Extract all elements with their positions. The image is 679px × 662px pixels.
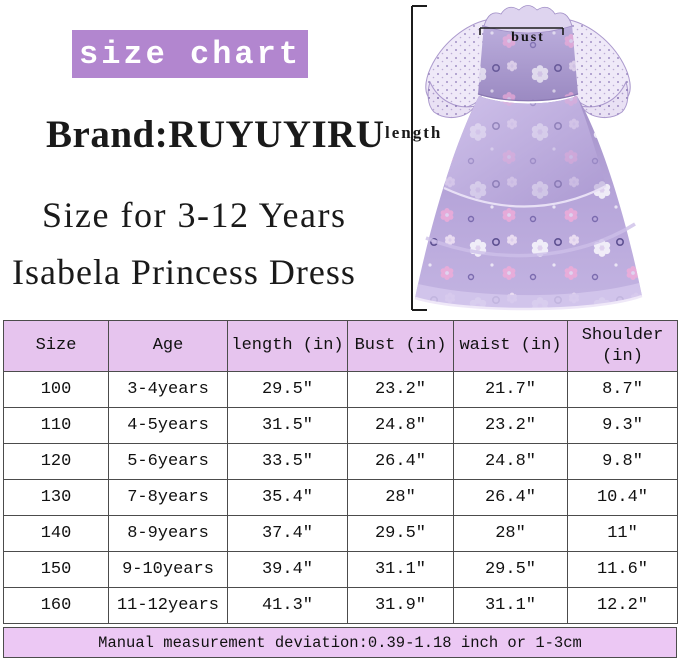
table-cell: 31.5″	[227, 407, 348, 444]
table-cell: 3-4years	[108, 371, 228, 408]
length-measure-line	[411, 5, 427, 311]
column-header: Size	[3, 320, 109, 372]
table-cell: 8.7″	[567, 371, 678, 408]
table-cell: 28″	[453, 515, 568, 552]
size-table: Size Age length (in) Bust (in) waist (in) Sho…	[3, 320, 678, 624]
table-cell: 26.4″	[453, 479, 568, 516]
length-measure-label: length	[385, 123, 443, 142]
table-cell: 24.8″	[453, 443, 568, 480]
table-cell: 35.4″	[227, 479, 348, 516]
table-row: 120 5-6years 33.5″ 26.4″ 24.8″ 9.8″	[3, 443, 678, 480]
table-cell: 110	[3, 407, 109, 444]
size-range-heading: Size for 3-12 Years	[42, 195, 347, 235]
table-cell: 9-10years	[108, 551, 228, 588]
table-cell: 9.3″	[567, 407, 678, 444]
dress-illustration	[411, 5, 643, 311]
table-cell: 21.7″	[453, 371, 568, 408]
bust-measure-line	[479, 27, 564, 35]
table-cell: 12.2″	[567, 587, 678, 624]
measurement-deviation-text: Manual measurement deviation:0.39-1.18 i…	[98, 633, 582, 652]
table-cell: 7-8years	[108, 479, 228, 516]
table-cell: 29.5″	[453, 551, 568, 588]
table-cell: 11″	[567, 515, 678, 552]
measurement-deviation-note: Manual measurement deviation:0.39-1.18 i…	[3, 627, 677, 658]
table-row: 130 7-8years 35.4″ 28″ 26.4″ 10.4″	[3, 479, 678, 516]
table-cell: 28″	[347, 479, 454, 516]
table-cell: 33.5″	[227, 443, 348, 480]
table-cell: 120	[3, 443, 109, 480]
column-header: length (in)	[227, 320, 348, 372]
table-cell: 100	[3, 371, 109, 408]
table-cell: 8-9years	[108, 515, 228, 552]
size-chart-banner: size chart	[72, 30, 308, 78]
table-cell: 11-12years	[108, 587, 228, 624]
dress-collar	[483, 5, 573, 34]
column-header: Bust (in)	[347, 320, 454, 372]
header-row: Size Age length (in) Bust (in) waist (in) Sho…	[3, 320, 678, 372]
table-cell: 31.1″	[453, 587, 568, 624]
table-cell: 26.4″	[347, 443, 454, 480]
column-header: waist (in)	[453, 320, 568, 372]
table-cell: 23.2″	[347, 371, 454, 408]
table-cell: 29.5″	[227, 371, 348, 408]
dress-bodice	[477, 24, 579, 102]
table-row: 150 9-10years 39.4″ 31.1″ 29.5″ 11.6″	[3, 551, 678, 588]
brand-heading: Brand:RUYUYIRU	[46, 113, 385, 156]
column-header: Shoulder (in)	[567, 320, 678, 372]
table-cell: 5-6years	[108, 443, 228, 480]
table-row: 140 8-9years 37.4″ 29.5″ 28″ 11″	[3, 515, 678, 552]
table-cell: 9.8″	[567, 443, 678, 480]
table-row: 110 4-5years 31.5″ 24.8″ 23.2″ 9.3″	[3, 407, 678, 444]
bust-measure-label: bust	[511, 30, 545, 45]
dress-overskirt	[443, 96, 607, 208]
table-cell: 29.5″	[347, 515, 454, 552]
column-header: Age	[108, 320, 228, 372]
table-cell: 39.4″	[227, 551, 348, 588]
dress-photo: length bust	[380, 0, 679, 318]
table-cell: 4-5years	[108, 407, 228, 444]
table-cell: 24.8″	[347, 407, 454, 444]
table-cell: 140	[3, 515, 109, 552]
table-cell: 160	[3, 587, 109, 624]
table-row: 160 11-12years 41.3″ 31.9″ 31.1″ 12.2″	[3, 587, 678, 624]
table-cell: 11.6″	[567, 551, 678, 588]
table-cell: 23.2″	[453, 407, 568, 444]
size-chart-banner-label: size chart	[78, 35, 302, 73]
size-table-header: Size Age length (in) Bust (in) waist (in) Sho…	[3, 320, 678, 372]
table-row: 100 3-4years 29.5″ 23.2″ 21.7″ 8.7″	[3, 371, 678, 408]
product-name-heading: Isabela Princess Dress	[12, 252, 356, 292]
table-cell: 37.4″	[227, 515, 348, 552]
table-cell: 10.4″	[567, 479, 678, 516]
table-cell: 150	[3, 551, 109, 588]
table-cell: 31.9″	[347, 587, 454, 624]
table-cell: 31.1″	[347, 551, 454, 588]
table-cell: 41.3″	[227, 587, 348, 624]
size-table-body: 100 3-4years 29.5″ 23.2″ 21.7″ 8.7″ 110 4-5year…	[3, 371, 678, 624]
table-cell: 130	[3, 479, 109, 516]
